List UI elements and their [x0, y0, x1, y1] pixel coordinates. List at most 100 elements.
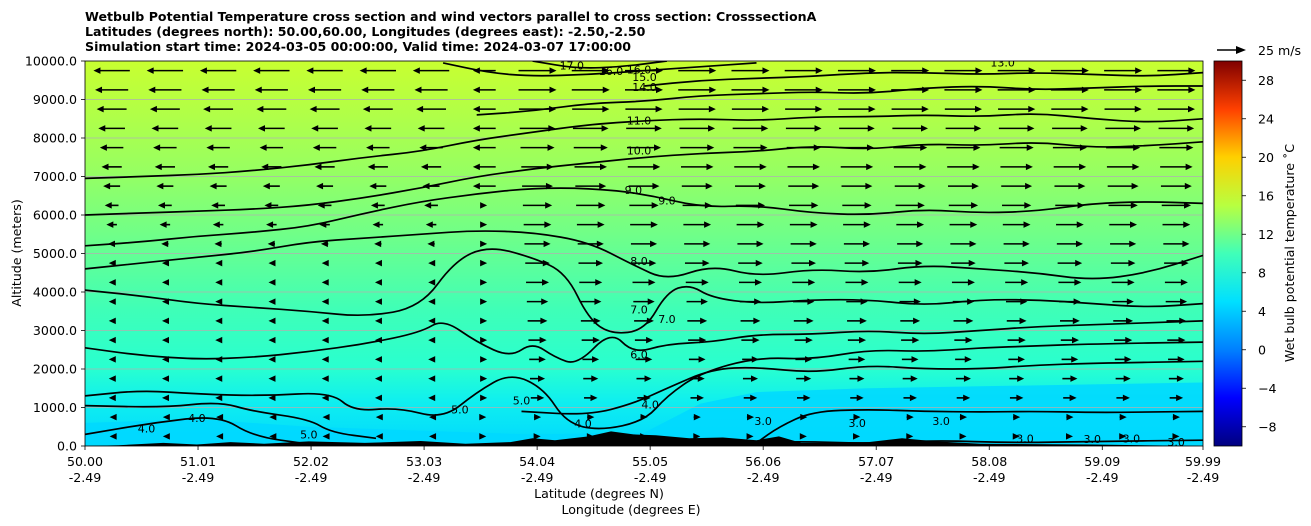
wind-vector — [269, 413, 277, 421]
wind-vector — [1056, 221, 1084, 228]
colorbar: −8 −4 0 4 8 12 16 20 24 28 — [1213, 60, 1277, 447]
wind-vector — [733, 144, 768, 151]
x-tick-label-lon: -2.49 — [408, 470, 441, 485]
wind-vector — [893, 163, 927, 171]
wind-vector — [572, 125, 609, 132]
wind-vector — [375, 413, 383, 421]
contour-label: 17.0 — [560, 60, 585, 73]
wind-vector — [579, 279, 603, 286]
wind-vector — [576, 202, 606, 209]
x-tick-label-lat: 58.08 — [971, 454, 1007, 469]
wind-vector — [254, 86, 288, 94]
wind-vector — [321, 336, 329, 344]
wind-vector — [417, 125, 445, 132]
contour-label: 5.0 — [513, 395, 531, 408]
wind-vector — [214, 240, 222, 248]
wind-vector — [523, 221, 552, 228]
wind-vector — [480, 375, 488, 382]
wind-vector — [526, 279, 550, 286]
wind-vector — [571, 86, 610, 94]
colorbar-tick-label: 28 — [1258, 73, 1274, 88]
wind-vector — [959, 413, 967, 421]
wind-vector — [1157, 105, 1195, 113]
wind-vector — [207, 163, 229, 171]
wind-vector — [374, 317, 382, 325]
wind-vector — [1009, 375, 1025, 382]
contour-line — [85, 320, 1203, 363]
wind-vector — [374, 394, 382, 402]
wind-vector — [101, 163, 122, 171]
contour-line — [85, 417, 309, 445]
x-tick-label-lon: -2.49 — [973, 470, 1006, 485]
wind-vector — [741, 336, 760, 344]
wind-vector — [1066, 413, 1074, 421]
wind-vector — [1114, 356, 1132, 363]
wind-vector — [311, 125, 338, 132]
wind-vector — [428, 356, 436, 363]
wind-vector — [103, 182, 121, 190]
wind-vector — [156, 182, 174, 190]
wind-vector — [839, 125, 875, 132]
wind-vector — [1169, 394, 1184, 402]
wind-vector — [1159, 144, 1194, 151]
wind-vector — [480, 221, 488, 228]
colorbar-tick-label: 0 — [1258, 342, 1266, 357]
x-tick-label-lat: 59.09 — [1084, 454, 1120, 469]
wind-vector — [428, 259, 436, 267]
x-tick-label-lat: 57.07 — [858, 454, 894, 469]
wind-vector — [736, 221, 765, 228]
wind-vector — [582, 356, 600, 363]
wind-vector — [108, 259, 116, 267]
wind-vector — [842, 202, 872, 209]
wind-vector — [784, 67, 823, 74]
contour-line — [85, 402, 377, 440]
y-tick-label: 2000.0 — [33, 362, 77, 377]
wind-vector — [209, 182, 227, 190]
wind-vector — [956, 394, 971, 402]
wind-vector — [955, 356, 972, 363]
wind-vector — [162, 394, 170, 402]
wind-vector — [1008, 356, 1025, 363]
wind-vector — [680, 144, 715, 151]
wind-vector — [479, 433, 487, 440]
wind-vector — [472, 105, 496, 113]
wind-vector — [627, 163, 661, 171]
x-tick-label-lat: 50.00 — [67, 454, 103, 469]
wind-vector — [321, 375, 329, 382]
colorbar-label: Wet bulb potential temperature ˚C — [1282, 144, 1297, 362]
wind-vector — [533, 413, 542, 421]
wind-vector — [953, 317, 974, 325]
x-tick-label-lat: 59.99 — [1185, 454, 1221, 469]
wind-vector — [1163, 240, 1190, 248]
wind-vector — [949, 221, 978, 228]
wind-vector — [683, 221, 712, 228]
wind-vector — [109, 413, 117, 421]
wind-vector — [1104, 67, 1143, 74]
wind-vector — [1164, 279, 1188, 286]
contour-line — [644, 71, 1203, 87]
contour-label: 10.0 — [627, 144, 652, 157]
wind-vector — [321, 394, 329, 402]
x-tick-label-lon: -2.49 — [521, 470, 554, 485]
wind-vector — [685, 279, 709, 286]
wind-vector — [162, 375, 170, 382]
y-tick-label: 8000.0 — [33, 131, 77, 146]
wind-vector — [1110, 259, 1136, 267]
wind-vector — [269, 433, 277, 440]
wind-vectors — [93, 67, 1196, 440]
wind-vector — [480, 259, 488, 267]
wind-vector — [628, 182, 660, 190]
wind-vector — [1012, 433, 1020, 440]
wind-vector — [944, 67, 983, 74]
contour-label: 7.0 — [630, 303, 648, 316]
wind-vector — [944, 105, 983, 113]
wind-vector — [1161, 202, 1192, 209]
y-tick-label: 10000.0 — [25, 54, 77, 69]
wind-vector — [945, 125, 982, 132]
wind-vector — [625, 86, 663, 94]
wind-vector — [524, 240, 551, 248]
wind-vector — [632, 279, 656, 286]
wind-vector — [737, 240, 764, 248]
wind-vector — [625, 105, 663, 113]
colorbar-tick-label: 20 — [1258, 150, 1274, 165]
